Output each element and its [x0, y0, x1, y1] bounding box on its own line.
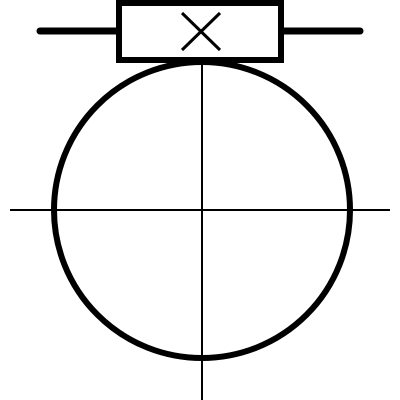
cross-stroke-b	[180, 11, 222, 52]
